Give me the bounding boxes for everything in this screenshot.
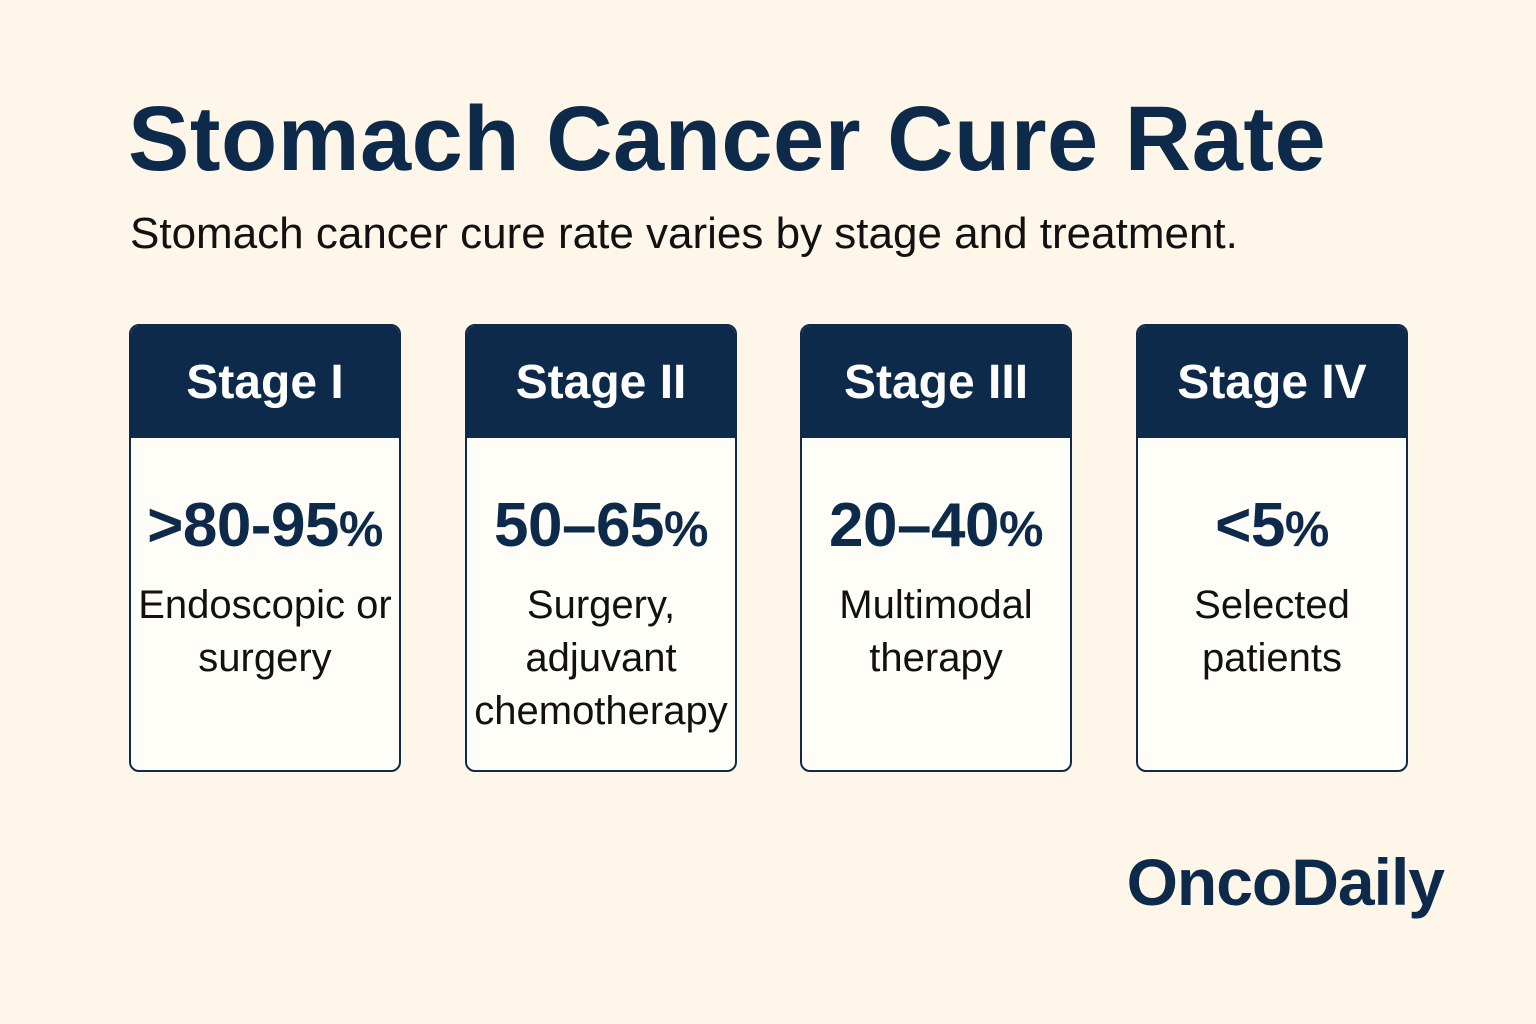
treatment-description: Endoscopic or surgery xyxy=(138,583,392,680)
stage-label: Stage III xyxy=(802,326,1070,438)
treatment-description: Multimodal therapy xyxy=(839,583,1033,680)
percent-sign: % xyxy=(1284,501,1329,557)
cure-rate-value: <5 xyxy=(1215,491,1285,560)
cure-rate-value: >80-95 xyxy=(147,491,339,560)
stage-card-3: Stage III 20–40% Multimodal therapy xyxy=(800,324,1072,772)
cure-rate: >80-95% xyxy=(131,490,399,565)
stage-card-4: Stage IV <5% Selected patients xyxy=(1136,324,1408,772)
stage-label: Stage II xyxy=(467,326,735,438)
cure-rate-value: 50–65 xyxy=(494,491,664,560)
cure-rate: 20–40% xyxy=(802,490,1070,565)
percent-sign: % xyxy=(663,501,708,557)
cure-rate-value: 20–40 xyxy=(829,491,999,560)
cure-rate: <5% xyxy=(1138,490,1406,565)
cure-rate: 50–65% xyxy=(467,490,735,565)
stage-label: Stage I xyxy=(131,326,399,438)
stage-label: Stage IV xyxy=(1138,326,1406,438)
page-title: Stomach Cancer Cure Rate xyxy=(128,88,1327,190)
stage-card-2: Stage II 50–65% Surgery, adjuvant chemot… xyxy=(465,324,737,772)
treatment-description: Surgery, adjuvant chemotherapy xyxy=(474,583,728,733)
stage-card-1: Stage I >80-95% Endoscopic or surgery xyxy=(129,324,401,772)
page-subtitle: Stomach cancer cure rate varies by stage… xyxy=(130,209,1238,258)
treatment-description: Selected patients xyxy=(1194,583,1350,680)
percent-sign: % xyxy=(998,501,1043,557)
percent-sign: % xyxy=(338,501,383,557)
brand-logo: OncoDaily xyxy=(1126,845,1445,919)
